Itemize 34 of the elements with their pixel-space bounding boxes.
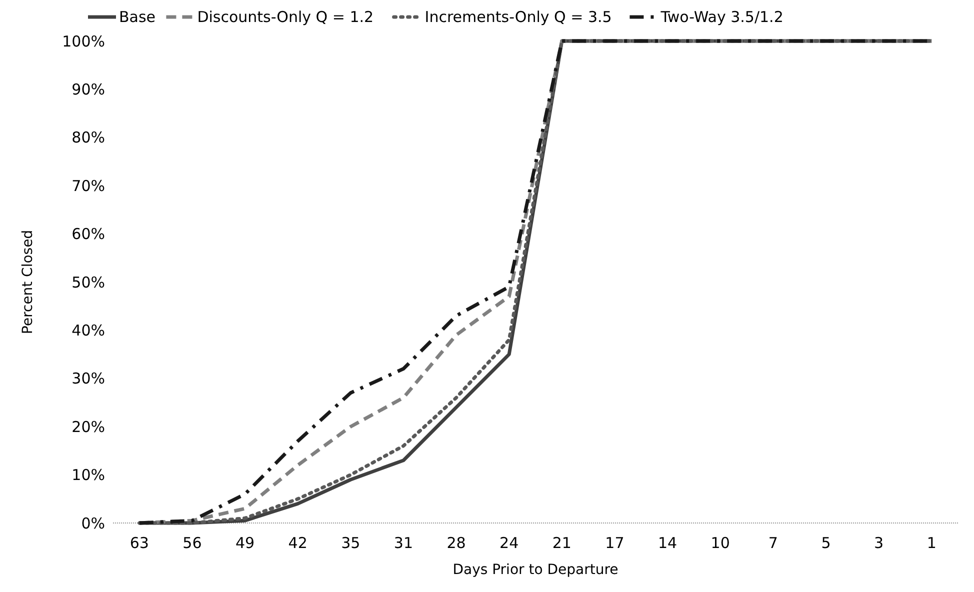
- x-tick-label: 1: [926, 534, 936, 552]
- x-tick-label: 24: [500, 534, 519, 552]
- x-tick-label: 10: [710, 534, 730, 552]
- y-tick-label: 20%: [72, 418, 105, 436]
- y-tick-label: 80%: [72, 128, 105, 147]
- x-tick-label: 49: [235, 534, 255, 552]
- y-tick-label: 30%: [72, 370, 105, 388]
- y-tick-label: 50%: [72, 273, 105, 292]
- x-tick-label: 56: [182, 534, 202, 552]
- x-tick-label: 7: [768, 534, 778, 552]
- y-tick-label: 0%: [81, 514, 105, 532]
- x-tick-label: 5: [821, 534, 831, 552]
- x-axis-title: Days Prior to Departure: [452, 562, 618, 578]
- x-tick-label: 28: [446, 534, 466, 552]
- x-tick-label: 21: [552, 534, 572, 552]
- legend-label: Increments-Only Q = 3.5: [424, 8, 612, 26]
- legend-label: Two-Way 3.5/1.2: [660, 8, 784, 26]
- y-tick-label: 10%: [72, 466, 105, 484]
- legend-label: Discounts-Only Q = 1.2: [197, 8, 374, 26]
- y-tick-label: 40%: [72, 321, 105, 340]
- x-tick-label: 14: [658, 534, 678, 552]
- x-tick-label: 17: [605, 534, 624, 552]
- y-axis-title: Percent Closed: [20, 230, 36, 334]
- x-tick-label: 63: [130, 534, 149, 552]
- x-tick-label: 35: [341, 534, 360, 552]
- y-tick-label: 90%: [72, 80, 105, 98]
- legend-label: Base: [119, 8, 156, 26]
- y-tick-label: 60%: [72, 225, 105, 244]
- x-tick-label: 31: [394, 534, 414, 552]
- y-tick-label: 70%: [72, 176, 105, 195]
- x-tick-label: 42: [288, 534, 308, 552]
- y-tick-label: 100%: [62, 32, 105, 50]
- line-series: [138, 39, 934, 525]
- x-tick-label: 3: [874, 534, 884, 552]
